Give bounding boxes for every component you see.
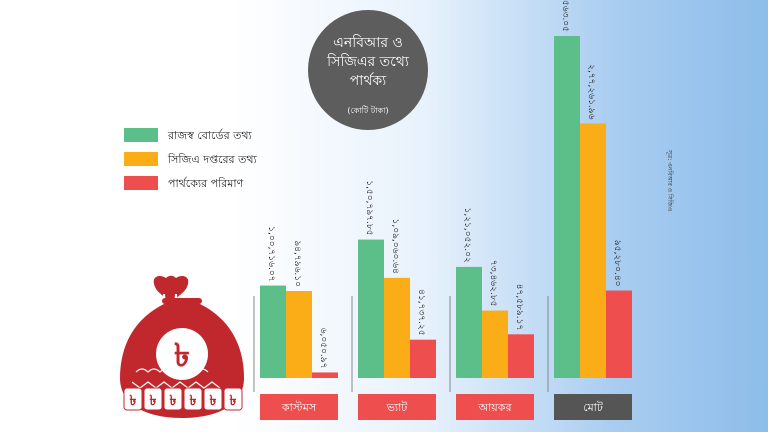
data-label: ৪১,৭৩৭.২৫ <box>416 289 426 336</box>
bar-0-2 <box>312 372 338 378</box>
category-label-box <box>456 394 534 420</box>
category-label: ভ্যাট <box>386 401 409 414</box>
category-label: মোট <box>583 401 604 414</box>
legend-swatch-green <box>124 128 158 142</box>
bar-3-1 <box>580 123 606 378</box>
legend-label: সিজিএ দপ্তরের তথ্য <box>168 153 257 166</box>
legend-swatch-red <box>124 176 158 190</box>
data-label: ১,৫০,৭৯৭.৮৫ <box>364 180 374 235</box>
category-label: কাস্টমস <box>281 401 317 414</box>
bar-2-0 <box>456 266 482 378</box>
unit-label: (কোটি টাকা) <box>347 106 389 115</box>
data-label: ১,২১,০৫২.০২ <box>462 208 472 264</box>
legend-label: পার্থক্যের পরিমাণ <box>168 177 244 190</box>
bar-3-0 <box>554 36 580 378</box>
svg-text:৳: ৳ <box>150 393 157 409</box>
category-label-box <box>260 394 338 420</box>
bar-0-0 <box>260 285 286 378</box>
bar-1-0 <box>358 239 384 378</box>
bar-1-1 <box>384 277 410 378</box>
bar-0-1 <box>286 290 312 378</box>
data-label: ৯৪,৭৯৬.১০ <box>292 240 302 287</box>
svg-text:৳: ৳ <box>230 393 237 409</box>
svg-text:৳: ৳ <box>130 393 137 409</box>
data-label: ৪৭,৫৮৯.১৭ <box>514 284 524 331</box>
svg-text:৳: ৳ <box>210 393 217 409</box>
data-label: ৭৩,৪৬২.৮৫ <box>488 260 498 307</box>
category-label-box <box>554 394 632 420</box>
taka-symbol: ৳ <box>174 336 190 374</box>
bar-2-1 <box>482 310 508 378</box>
legend-swatch-orange <box>124 152 158 166</box>
source-note: সূত্র: এনবিআর ও সিজিএ <box>666 149 673 211</box>
bar-3-2 <box>606 290 632 378</box>
data-label: ১,০০,৭১৬.০৭ <box>266 226 276 281</box>
money-bag-icon: ৳ ৳ ৳ ৳ ৳ ৳ ৳ <box>120 275 244 418</box>
bar-1-2 <box>410 339 436 378</box>
data-label: ৬,০৫০.৯৭ <box>318 328 328 369</box>
data-label: ২,৭৭,২৬১.৯৬ <box>586 64 596 120</box>
data-label: ৩,৭২,৫৬৩.০৫ <box>560 0 570 32</box>
svg-text:৳: ৳ <box>190 393 197 409</box>
legend-label: রাজস্ব বোর্ডের তথ্য <box>168 129 252 142</box>
category-label-box <box>358 394 436 420</box>
chart-title: এনবিআর ও সিজিএর তথ্যে পার্থক্য <box>327 35 409 89</box>
bar-2-2 <box>508 334 534 378</box>
category-label: আয়কর <box>477 401 512 414</box>
data-label: ৯৫,২৮০.৪০ <box>612 240 622 287</box>
data-label: ১,০৯,০৬০.৬৪ <box>390 219 400 274</box>
title-badge: এনবিআর ও সিজিএর তথ্যে পার্থক্য (কোটি টাক… <box>308 10 428 130</box>
svg-text:৳: ৳ <box>170 393 177 409</box>
